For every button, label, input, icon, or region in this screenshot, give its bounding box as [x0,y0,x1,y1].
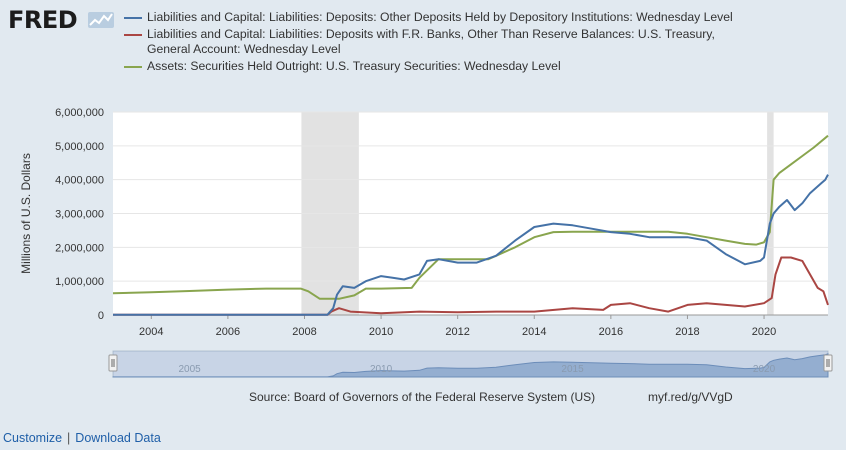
download-data-link[interactable]: Download Data [75,431,161,445]
footer-links: Customize | Download Data [3,431,161,445]
y-tick-label: 5,000,000 [55,141,104,153]
legend: Liabilities and Capital: Liabilities: De… [124,10,744,76]
legend-label: Liabilities and Capital: Liabilities: De… [147,27,715,56]
fred-logo[interactable]: FRED [8,6,78,34]
footer-separator: | [67,431,71,445]
legend-swatch-red [124,34,142,36]
y-tick-label: 4,000,000 [55,175,104,187]
chart: 0 1,000,000 2,000,000 3,000,000 4,000,000 5,0… [19,107,833,378]
x-tick-label: 2008 [292,326,316,338]
y-axis-title: Millions of U.S. Dollars [19,153,33,274]
x-tick-label: 2012 [445,326,469,338]
y-tick-label: 0 [98,310,104,322]
navigator-tick-label: 2010 [370,364,393,375]
customize-link[interactable]: Customize [3,431,63,445]
x-tick-label: 2018 [675,326,699,338]
fred-logo-chart-icon [88,12,114,28]
legend-swatch-blue [124,17,142,19]
y-tick-label: 2,000,000 [55,242,104,254]
x-tick-label: 2016 [599,326,623,338]
short-link[interactable]: myf.red/g/VVgD [648,390,733,404]
x-tick-label: 2006 [216,326,240,338]
legend-item-treasury-securities[interactable]: Assets: Securities Held Outright: U.S. T… [124,59,744,74]
navigator-tick-label: 2020 [753,364,776,375]
navigator-selection [113,351,828,377]
series-line-0 [113,174,829,316]
legend-swatch-green [124,66,142,68]
legend-item-other-deposits[interactable]: Liabilities and Capital: Liabilities: De… [124,10,744,25]
x-tick-label: 2004 [139,326,163,338]
source-note: Source: Board of Governors of the Federa… [249,390,596,404]
legend-label: Assets: Securities Held Outright: U.S. T… [147,59,561,73]
x-tick-label: 2014 [522,326,546,338]
navigator-tick-label: 2005 [178,364,201,375]
series-line-1 [113,256,829,316]
navigator-tick-label: 2015 [561,364,584,375]
y-tick-label: 6,000,000 [55,107,104,119]
y-tick-label: 1,000,000 [55,276,104,288]
y-tick-label: 3,000,000 [55,209,104,221]
navigator-left-handle[interactable] [108,354,118,372]
navigator-right-handle[interactable] [823,354,833,372]
legend-label: Liabilities and Capital: Liabilities: De… [147,10,733,24]
navigator-series-area [112,353,829,378]
legend-item-treasury-general-account[interactable]: Liabilities and Capital: Liabilities: De… [124,27,744,57]
x-tick-label: 2010 [369,326,393,338]
x-tick-label: 2020 [752,326,776,338]
